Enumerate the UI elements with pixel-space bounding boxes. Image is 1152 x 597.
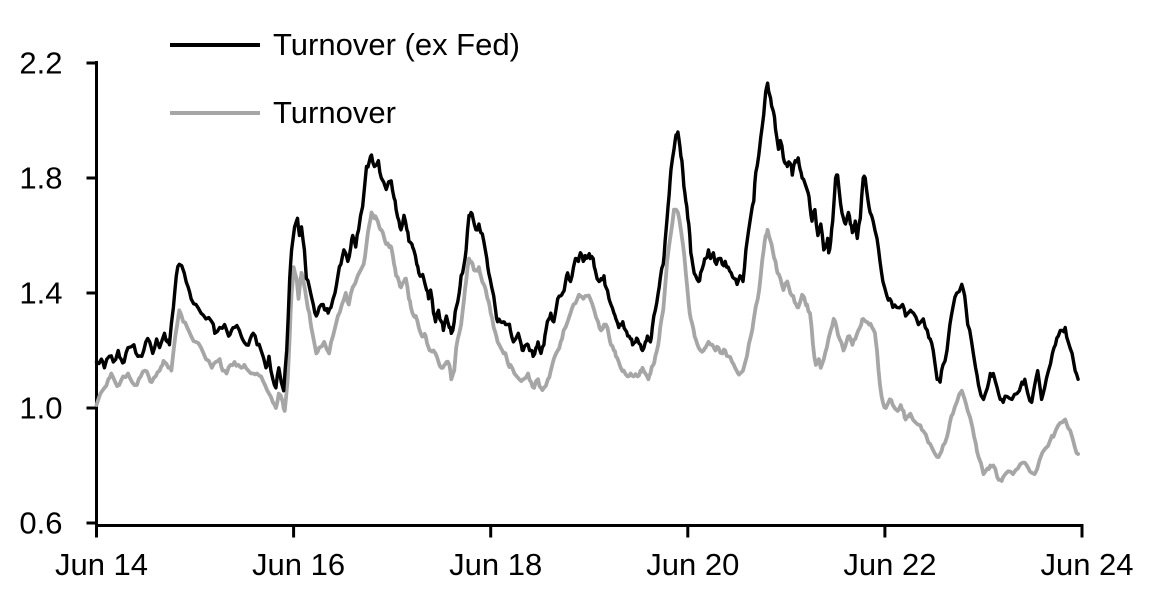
x-tick-label: Jun 22: [843, 547, 936, 582]
x-tick-label: Jun 16: [252, 547, 345, 582]
legend-label-turnover: Turnover: [273, 95, 396, 130]
legend-item-turnover-ex-fed: Turnover (ex Fed): [170, 28, 520, 62]
x-tick-label: Jun 14: [55, 547, 148, 582]
y-tick-label: 1.4: [19, 276, 62, 311]
y-tick-label: 0.6: [19, 506, 62, 541]
series-line-turnover: [94, 207, 1080, 483]
x-tick-label: Jun 24: [1040, 547, 1133, 582]
y-tick-label: 2.2: [19, 46, 62, 81]
y-tick-label: 1.8: [19, 161, 62, 196]
legend-label-turnover-ex-fed: Turnover (ex Fed): [273, 27, 520, 62]
y-tick-label: 1.0: [19, 391, 62, 426]
legend-item-turnover: Turnover: [170, 96, 520, 130]
x-tick-label: Jun 18: [449, 547, 542, 582]
legend-line-swatch-gray: [170, 111, 260, 115]
chart-legend: Turnover (ex Fed) Turnover: [170, 28, 520, 130]
x-tick-label: Jun 20: [646, 547, 739, 582]
legend-line-swatch-black: [170, 43, 260, 47]
series-line-turnover-ex-fed: [94, 81, 1080, 404]
